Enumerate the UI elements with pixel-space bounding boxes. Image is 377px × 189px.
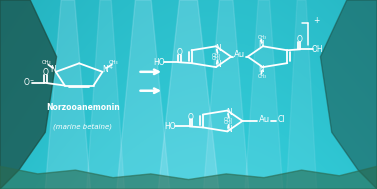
- Text: N: N: [258, 40, 264, 49]
- Text: CH₃: CH₃: [224, 117, 233, 122]
- Text: CH₃: CH₃: [42, 60, 52, 65]
- Polygon shape: [320, 0, 377, 189]
- Text: Cl: Cl: [278, 115, 285, 124]
- Text: N: N: [215, 60, 221, 69]
- Text: CH₃: CH₃: [212, 56, 221, 60]
- Text: OH: OH: [312, 45, 323, 54]
- Text: +: +: [109, 65, 113, 70]
- Text: (marine betaine): (marine betaine): [54, 123, 112, 130]
- Text: CH₃: CH₃: [257, 74, 267, 79]
- Text: CH₃: CH₃: [257, 35, 267, 40]
- Text: HO: HO: [164, 122, 176, 131]
- Text: Norzooanemonin: Norzooanemonin: [46, 103, 120, 112]
- Text: Au: Au: [259, 115, 270, 124]
- Text: CH₃: CH₃: [109, 60, 119, 65]
- Text: N: N: [215, 44, 221, 53]
- Text: HO: HO: [153, 57, 164, 67]
- Text: N: N: [51, 65, 57, 74]
- Text: O: O: [176, 48, 182, 57]
- Text: +: +: [313, 16, 319, 25]
- Text: N: N: [258, 65, 264, 74]
- Text: Au: Au: [234, 50, 245, 59]
- Text: N: N: [226, 125, 232, 134]
- Text: CH₃: CH₃: [212, 53, 221, 58]
- Text: CH₃: CH₃: [224, 120, 233, 125]
- Polygon shape: [0, 166, 377, 189]
- Text: O: O: [296, 35, 302, 44]
- Text: O: O: [42, 68, 48, 77]
- Text: N: N: [226, 108, 232, 117]
- Text: N: N: [102, 65, 107, 74]
- Text: −: −: [29, 78, 34, 83]
- Polygon shape: [0, 0, 57, 189]
- Text: O: O: [188, 112, 194, 122]
- Text: O: O: [24, 78, 30, 87]
